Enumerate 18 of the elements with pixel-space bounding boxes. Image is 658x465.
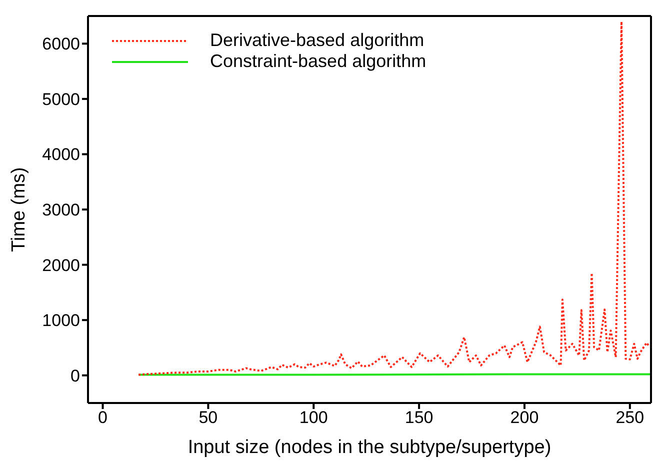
y-tick-label: 6000 bbox=[42, 34, 80, 54]
x-tick-label: 50 bbox=[198, 408, 218, 428]
x-axis-title: Input size (nodes in the subtype/supertype) bbox=[188, 437, 552, 458]
y-tick-label: 1000 bbox=[42, 311, 80, 330]
line-series bbox=[138, 20, 650, 376]
y-axis-title: Time (ms) bbox=[8, 167, 30, 252]
y-tick-label: 4000 bbox=[42, 145, 80, 164]
y-tick-label: 5000 bbox=[42, 90, 80, 109]
x-tick-label: 150 bbox=[404, 408, 434, 428]
x-tick-label: 250 bbox=[616, 408, 644, 428]
legend-label: Constraint-based algorithm bbox=[210, 51, 426, 72]
legend-label: Derivative-based algorithm bbox=[210, 30, 424, 51]
x-tick-label: 0 bbox=[98, 408, 108, 428]
y-tick-label: 0 bbox=[70, 366, 80, 386]
x-tick-label: 100 bbox=[299, 408, 328, 428]
y-tick-label: 2000 bbox=[42, 256, 80, 275]
x-tick-label: 200 bbox=[510, 408, 539, 428]
y-tick-label: 3000 bbox=[42, 200, 80, 220]
